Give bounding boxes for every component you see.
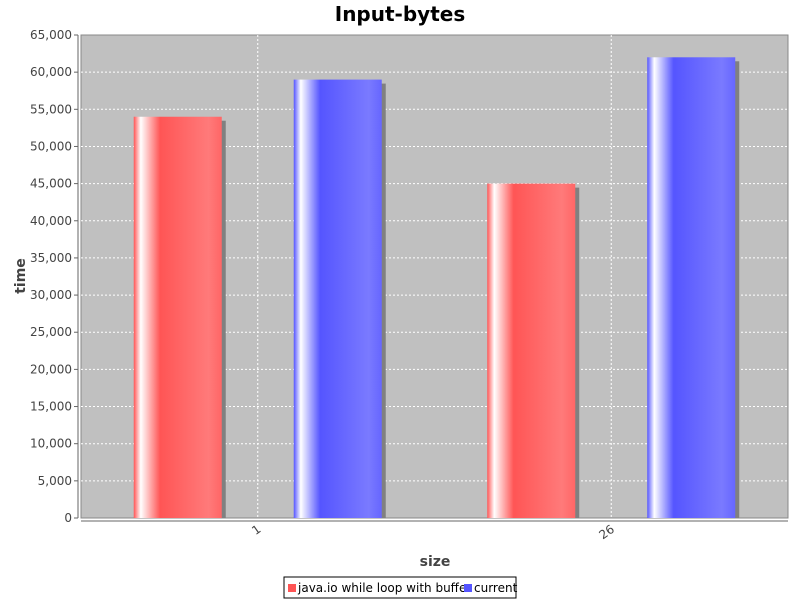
- y-axis-label: time: [13, 258, 29, 294]
- legend-box: [283, 576, 517, 599]
- x-tick-label: 1: [249, 522, 263, 538]
- y-tick-label: 25,000: [30, 325, 72, 339]
- legend-swatch-0: [288, 584, 296, 592]
- bar-0-1: [487, 183, 576, 518]
- y-tick-label: 35,000: [30, 251, 72, 265]
- x-axis: 1 26: [249, 522, 617, 542]
- x-tick-label: 26: [596, 522, 617, 542]
- y-tick-label: 45,000: [30, 177, 72, 191]
- x-axis-label: size: [420, 554, 451, 570]
- bar-1-0: [293, 79, 382, 518]
- y-axis: 0 5,000 10,000 15,000 20,000 25,000 30,000 35,0…: [30, 28, 78, 525]
- y-tick-label: 15,000: [30, 400, 72, 414]
- y-tick-label: 0: [64, 511, 72, 525]
- bar-0-0: [133, 116, 222, 518]
- legend-label-0: java.io while loop with buffer: [297, 581, 471, 595]
- y-tick-label: 55,000: [30, 102, 72, 116]
- y-tick-label: 40,000: [30, 214, 72, 228]
- y-tick-label: 65,000: [30, 28, 72, 42]
- chart-title: Input-bytes: [335, 2, 465, 26]
- y-tick-label: 5,000: [38, 474, 72, 488]
- bars: [133, 57, 740, 519]
- y-tick-label: 10,000: [30, 437, 72, 451]
- bar-1-1: [647, 57, 736, 519]
- y-tick-label: 60,000: [30, 65, 72, 79]
- y-tick-label: 30,000: [30, 288, 72, 302]
- legend-swatch-1: [464, 584, 472, 592]
- legend-label-1: current: [474, 581, 518, 595]
- y-tick-label: 50,000: [30, 139, 72, 153]
- legend: java.io while loop with buffer current: [283, 576, 518, 599]
- y-tick-label: 20,000: [30, 362, 72, 376]
